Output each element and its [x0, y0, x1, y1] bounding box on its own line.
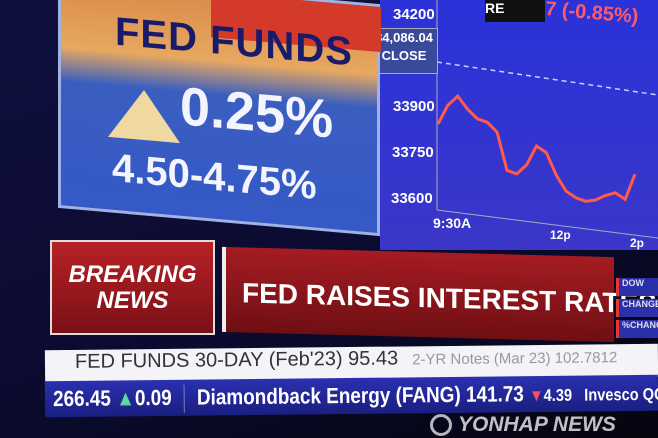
x-tick: 9:30A: [433, 215, 472, 231]
ticker-next: Invesco QQ: [584, 384, 658, 405]
close-label: CLOSE: [381, 48, 427, 63]
y-tick: 33750: [392, 144, 434, 161]
side-label: CHANGE: [616, 299, 658, 317]
y-tick: 33900: [393, 98, 435, 115]
previous-close-line: [436, 61, 658, 96]
breaking-news-badge: BREAKING NEWS: [50, 240, 215, 335]
triangle-up-icon: [108, 86, 180, 144]
watermark-text: YONHAP NEWS: [458, 413, 616, 436]
ticker-change: 0.09: [134, 384, 172, 411]
triangle-down-icon: ▼: [529, 385, 544, 406]
ticker-company-change: 4.39: [543, 385, 573, 405]
dow-price-line: [436, 93, 637, 203]
side-label: DOW: [616, 278, 658, 296]
ticker-company: Diamondback Energy (FANG) 141.73: [196, 381, 524, 410]
ticker-item: 2-YR Notes (Mar 23) 102.7812: [412, 349, 618, 369]
ticker-item: FED FUNDS 30-DAY (Feb'23) 95.43: [74, 347, 399, 373]
dow-side-labels: DOW CHANGE %CHANGE: [616, 278, 658, 341]
y-tick: 34200: [393, 6, 435, 23]
fed-rate-change: 0.25%: [180, 76, 334, 150]
ticker-bottom: 266.45 ▲0.09 Diamondback Energy (FANG) 1…: [44, 374, 658, 418]
close-value: 34,086.04: [375, 30, 433, 45]
news-label: NEWS: [96, 287, 169, 314]
breaking-label: BREAKING: [68, 261, 197, 288]
divider: [183, 384, 185, 413]
side-label: %CHANGE: [616, 320, 658, 338]
triangle-up-icon: ▲: [116, 385, 136, 411]
chart-header-label: RE: [485, 0, 545, 22]
dow-chart-plot: [436, 0, 658, 239]
x-tick: 12p: [550, 228, 571, 242]
headline-banner: FED RAISES INTEREST RATES 25 BPS: [222, 246, 658, 343]
x-tick: 2p: [630, 236, 645, 250]
yonhap-watermark: YONHAP NEWS: [430, 413, 616, 437]
ticker-value: 266.45: [52, 385, 112, 412]
close-value-tag: 34,086.04 CLOSE: [370, 28, 438, 74]
y-tick: 33600: [391, 190, 433, 207]
yonhap-logo-icon: [430, 414, 452, 437]
x-axis: [436, 209, 658, 239]
